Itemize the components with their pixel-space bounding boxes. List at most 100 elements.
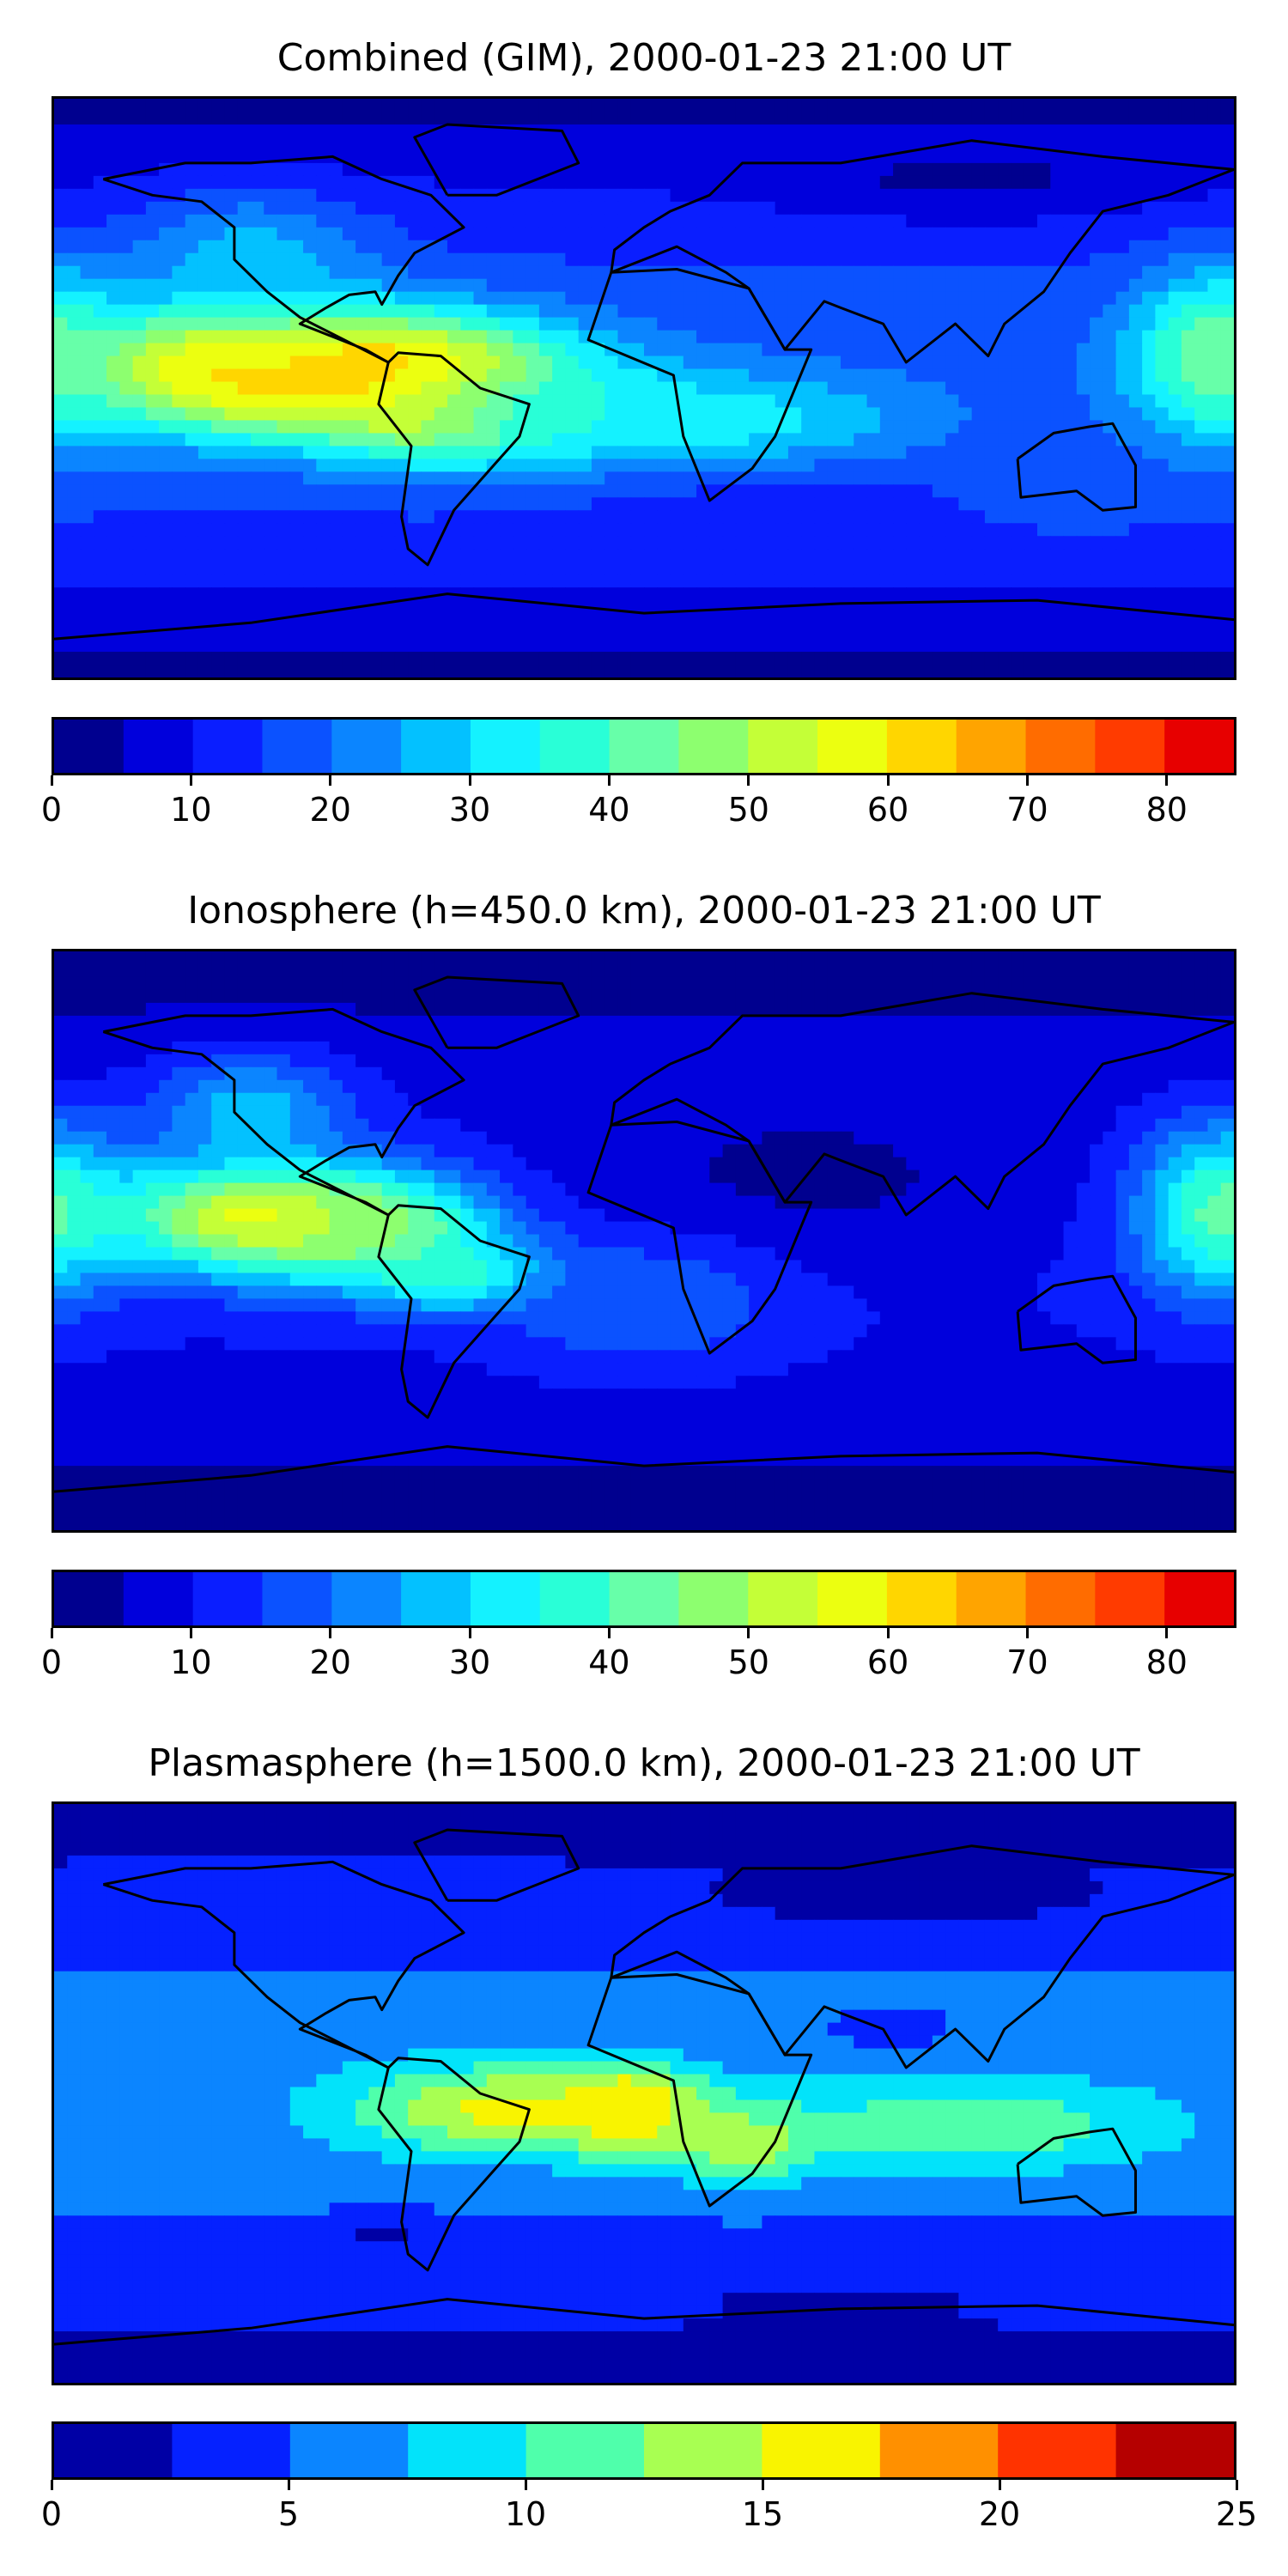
contour-cell bbox=[486, 343, 501, 357]
contour-cell bbox=[1142, 394, 1156, 409]
contour-cell bbox=[1194, 536, 1209, 550]
contour-cell bbox=[473, 162, 488, 177]
contour-cell bbox=[670, 111, 684, 125]
contour-cell bbox=[500, 162, 513, 177]
contour-cell bbox=[172, 1054, 186, 1068]
contour-cell bbox=[408, 317, 422, 331]
contour-cell bbox=[1103, 510, 1117, 524]
contour-cell bbox=[538, 1015, 553, 1030]
contour-cell bbox=[67, 1015, 82, 1030]
contour-cell bbox=[132, 600, 147, 614]
contour-cell bbox=[879, 99, 894, 112]
contour-cell bbox=[1037, 111, 1051, 125]
contour-cell bbox=[1011, 497, 1025, 511]
contour-cell bbox=[670, 613, 684, 627]
contour-cell bbox=[276, 497, 291, 511]
contour-cell bbox=[460, 613, 475, 627]
contour-cell bbox=[984, 574, 999, 588]
contour-cell bbox=[67, 459, 82, 472]
contour-cell bbox=[683, 1028, 697, 1042]
contour-cell bbox=[1076, 523, 1091, 537]
contour-cell bbox=[303, 549, 317, 562]
contour-cell bbox=[866, 240, 881, 254]
contour-cell bbox=[670, 1002, 684, 1017]
contour-cell bbox=[538, 175, 553, 190]
contour-cell bbox=[93, 963, 107, 978]
contour-cell bbox=[394, 600, 409, 614]
contour-cell bbox=[197, 265, 212, 280]
contour-cell bbox=[854, 626, 868, 640]
contour-cell bbox=[801, 471, 816, 485]
contour-cell bbox=[159, 976, 173, 991]
contour-cell bbox=[185, 291, 199, 306]
contour-cell bbox=[224, 497, 239, 511]
contour-cell bbox=[473, 963, 488, 978]
contour-cell bbox=[657, 459, 671, 472]
contour-cell bbox=[486, 639, 501, 653]
contour-cell bbox=[630, 343, 645, 357]
contour-cell bbox=[1181, 149, 1195, 164]
contour-cell bbox=[801, 600, 816, 614]
contour-cell bbox=[1024, 201, 1038, 216]
contour-cell bbox=[1142, 626, 1156, 640]
contour-cell bbox=[1155, 523, 1170, 537]
contour-cell bbox=[919, 420, 933, 434]
contour-cell bbox=[919, 976, 933, 991]
contour-cell bbox=[762, 394, 776, 409]
contour-cell bbox=[1090, 459, 1103, 472]
contour-cell bbox=[854, 252, 868, 267]
contour-cell bbox=[749, 394, 762, 409]
contour-cell bbox=[749, 471, 762, 485]
contour-cell bbox=[197, 407, 212, 422]
contour-cell bbox=[447, 1015, 461, 1030]
contour-cell bbox=[866, 484, 881, 498]
contour-cell bbox=[735, 317, 750, 331]
contour-cell bbox=[224, 1054, 239, 1068]
contour-cell bbox=[67, 240, 82, 254]
contour-cell bbox=[841, 1028, 854, 1042]
contour-cell bbox=[355, 265, 369, 280]
contour-cell bbox=[749, 976, 762, 991]
contour-cell bbox=[1063, 639, 1078, 653]
contour-cell bbox=[1024, 639, 1038, 653]
contour-cell bbox=[919, 252, 933, 267]
contour-cell bbox=[434, 149, 448, 164]
contour-cell bbox=[591, 536, 605, 550]
contour-cell bbox=[683, 1002, 697, 1017]
contour-cell bbox=[329, 137, 343, 151]
contour-cell bbox=[841, 201, 854, 216]
contour-cell bbox=[1155, 124, 1170, 138]
contour-cell bbox=[565, 951, 580, 965]
contour-cell bbox=[159, 137, 173, 151]
contour-cell bbox=[303, 587, 317, 601]
contour-cell bbox=[630, 587, 645, 601]
contour-cell bbox=[119, 523, 134, 537]
colorbar-swatch bbox=[817, 720, 888, 773]
contour-cell bbox=[749, 665, 762, 677]
contour-cell bbox=[80, 330, 94, 344]
contour-cell bbox=[906, 317, 920, 331]
contour-cell bbox=[408, 175, 422, 190]
contour-cell bbox=[945, 459, 959, 472]
contour-cell bbox=[289, 652, 304, 665]
contour-cell bbox=[801, 278, 816, 293]
contour-cell bbox=[932, 214, 946, 228]
contour-cell bbox=[827, 600, 841, 614]
contour-cell bbox=[447, 407, 461, 422]
contour-cell bbox=[1076, 124, 1091, 138]
contour-cell bbox=[775, 381, 789, 396]
contour-cell bbox=[749, 188, 762, 203]
contour-cell bbox=[538, 137, 553, 151]
contour-cell bbox=[1024, 188, 1038, 203]
contour-cell bbox=[159, 536, 173, 550]
contour-cell bbox=[644, 99, 658, 112]
contour-cell bbox=[106, 240, 120, 254]
contour-cell bbox=[1103, 587, 1117, 601]
contour-cell bbox=[80, 600, 94, 614]
contour-cell bbox=[1168, 446, 1182, 459]
contour-cell bbox=[1142, 99, 1156, 112]
contour-cell bbox=[434, 626, 448, 640]
contour-cell bbox=[329, 188, 343, 203]
contour-cell bbox=[932, 626, 946, 640]
contour-cell bbox=[1128, 252, 1143, 267]
